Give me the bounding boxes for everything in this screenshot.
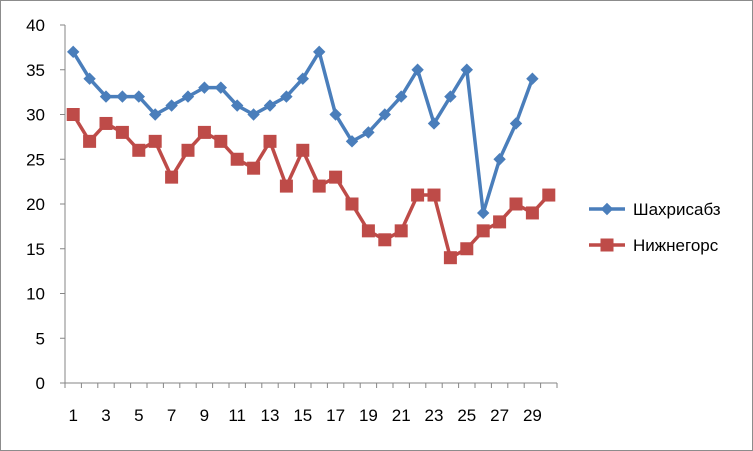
series-2-point [525,206,539,220]
legend: Шахрисабз Нижнегорс [589,200,721,255]
series-1-point [99,90,113,103]
series-2-point [214,134,228,148]
series-1-point [329,108,342,121]
x-tick-label: 23 [425,406,444,425]
series-1-point [493,153,506,166]
series-2-point [115,125,129,139]
series-2-point [443,251,457,265]
series-2-point [411,188,425,202]
series-1-point [394,90,408,103]
legend-item-1-label: Шахрисабз [633,200,721,219]
legend-item-1: Шахрисабз [589,200,721,219]
y-tick-label: 30 [26,106,45,125]
series-1-point [509,117,523,130]
series-1-point [165,99,178,112]
y-tick-label: 40 [26,16,45,35]
series-2-point [132,143,146,157]
series-1-point [247,108,260,121]
series-2-point [329,170,343,184]
series-1-point [411,63,424,76]
series-1-point [526,72,539,85]
series-2-point [378,233,392,247]
series-1-point [198,81,211,94]
x-tick-label: 19 [359,406,378,425]
y-tick-label: 5 [36,329,45,348]
y-tick-label: 15 [26,240,45,259]
series-2-point [247,161,261,175]
series-1-point [362,126,375,139]
x-tick-label: 17 [326,406,345,425]
series-2-point [509,197,523,211]
series-1-point [444,90,457,103]
series-2-point [460,242,474,256]
y-tick-label: 35 [26,61,45,80]
series-2-point [197,125,211,139]
series-1 [66,45,539,220]
series-1-point [345,135,359,148]
series-2-point [83,134,97,148]
series-2-point [148,134,162,148]
series-2-point [476,224,490,238]
series-2-point [296,143,310,157]
legend-item-2-swatch-marker [600,238,614,252]
x-tick-label: 11 [228,406,246,425]
series-1-point [378,108,392,121]
series-1-point [280,90,293,103]
x-tick-label: 29 [523,406,542,425]
series-2-point [165,170,179,184]
series-1-point [66,45,80,59]
series-2 [66,108,556,265]
series-2-point [312,179,326,193]
x-tick-label: 21 [392,406,411,425]
legend-item-1-swatch-marker [600,202,614,216]
series-1-point [230,99,244,112]
series-2-point [181,143,195,157]
x-tick-label: 25 [457,406,476,425]
series-2-point [279,179,293,193]
x-tick-label: 3 [101,406,110,425]
series-2-point [361,224,375,238]
series-2-point [99,116,113,130]
series-1-point [263,99,277,112]
series-2-point [345,197,359,211]
series-layer [66,45,556,265]
series-2-point [542,188,556,202]
x-tick-label: 15 [293,406,312,425]
y-tick-label: 0 [36,374,45,393]
series-1-point [476,206,490,220]
x-tick-label: 9 [200,406,209,425]
series-2-point [263,134,277,148]
x-tick-label: 5 [134,406,143,425]
series-1-point [181,90,195,103]
y-tick-label: 25 [26,150,45,169]
series-1-point [312,45,326,59]
x-tick-label: 1 [68,406,77,425]
series-1-point [116,90,129,103]
series-1-point [83,72,96,85]
legend-item-2: Нижнегорс [589,236,719,255]
series-2-point [493,215,507,229]
series-1-point [296,72,310,85]
series-1-point [460,63,474,76]
series-2-point [230,152,244,166]
series-1-point [148,108,162,121]
legend-item-2-label: Нижнегорс [633,236,719,255]
series-1-point [427,117,441,130]
series-2-point [66,108,80,121]
series-2-point [427,188,441,202]
y-tick-label: 10 [26,285,45,304]
series-1-point [214,81,228,94]
x-tick-label: 27 [490,406,509,425]
y-tick-label: 20 [26,195,45,214]
series-1-point [132,90,146,103]
x-tick-label: 13 [261,406,280,425]
series-2-point [394,224,408,238]
x-tick-label: 7 [167,406,176,425]
